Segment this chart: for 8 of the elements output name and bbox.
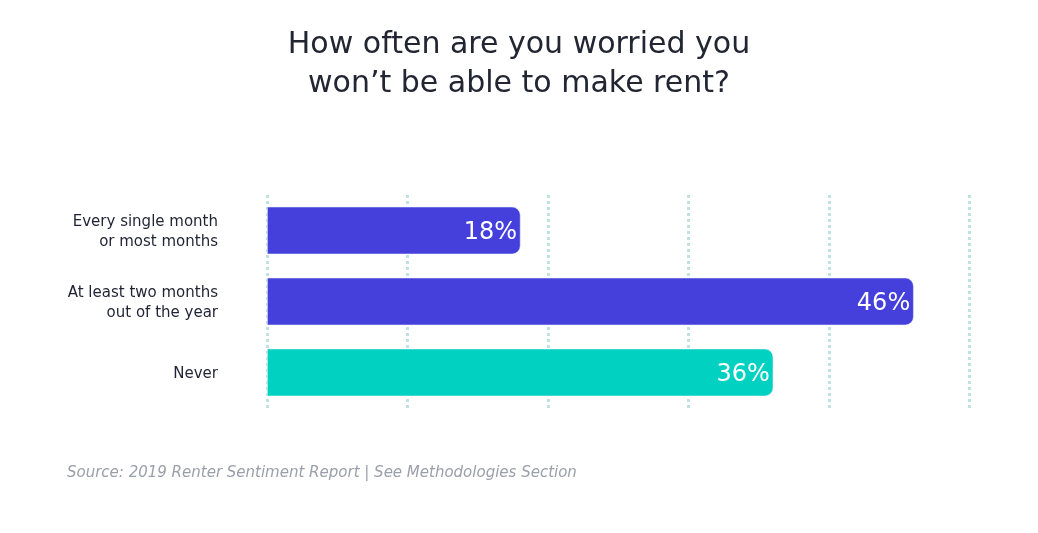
data-label: 46% — [856, 287, 911, 316]
y-tick-label: Every single month or most months — [72, 212, 219, 250]
chart-title: How often are you worried you won’t be able to make rent? — [287, 25, 751, 100]
data-label: 36% — [716, 358, 770, 387]
source-note: Source: 2019 Renter Sentiment Report | See Methodologies Section — [67, 463, 577, 481]
data-label: 18% — [463, 216, 517, 245]
y-tick-label: Never — [173, 363, 219, 382]
y-tick-label: At least two months out of the year — [67, 283, 219, 321]
